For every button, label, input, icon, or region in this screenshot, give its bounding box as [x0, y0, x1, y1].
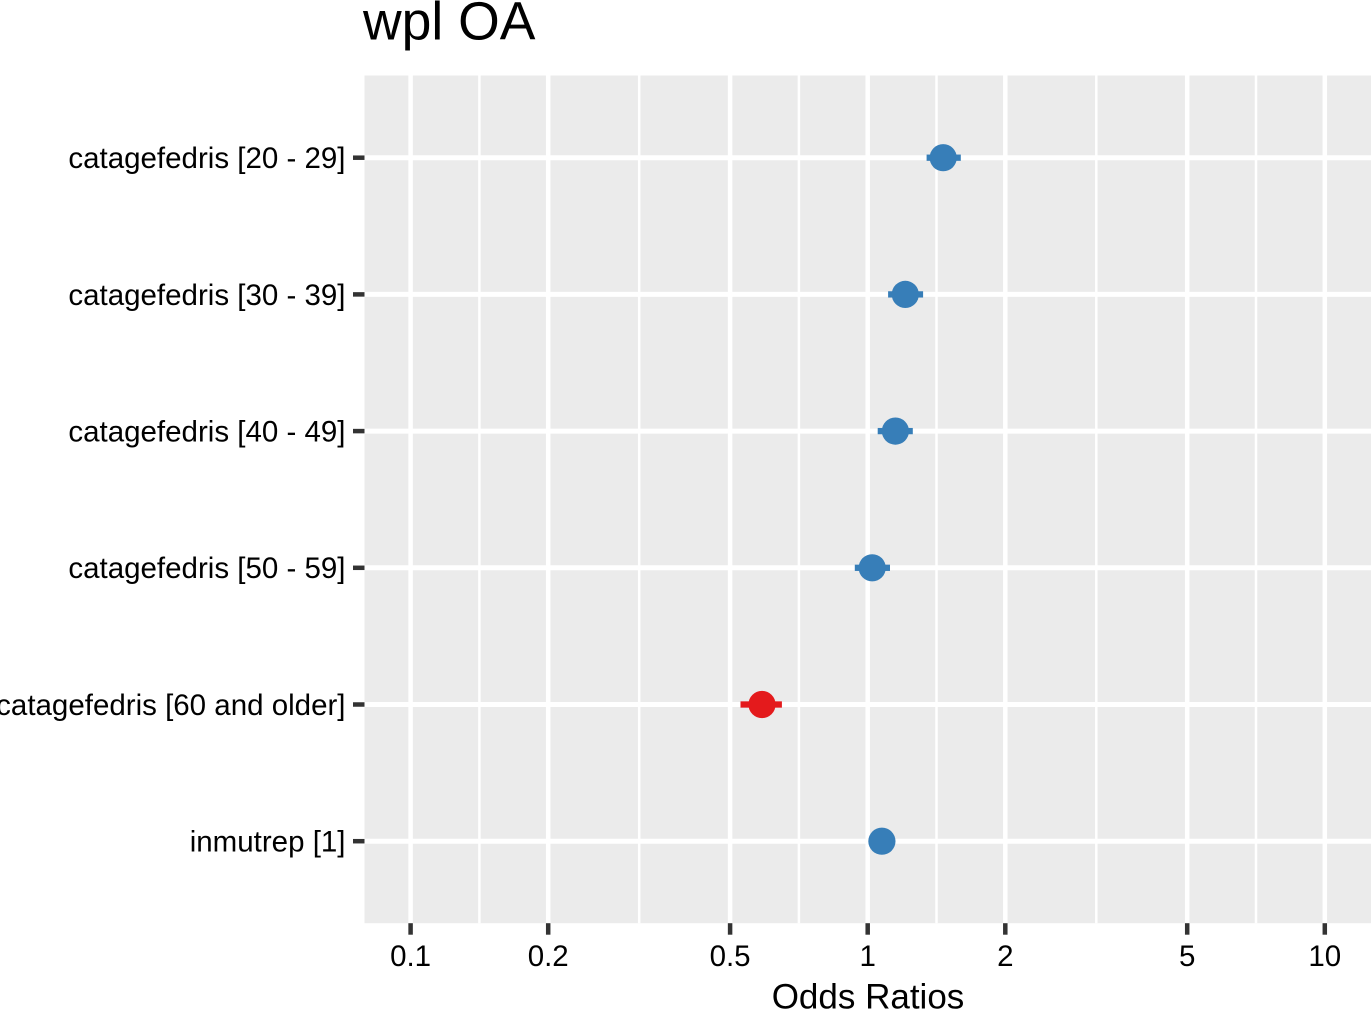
svg-text:Odds Ratios: Odds Ratios	[772, 977, 965, 1009]
svg-text:5: 5	[1179, 940, 1195, 973]
svg-text:10: 10	[1308, 940, 1341, 973]
svg-text:0.1: 0.1	[390, 940, 431, 973]
svg-text:catagefedris [40 - 49]: catagefedris [40 - 49]	[68, 415, 345, 448]
svg-text:catagefedris [30 - 39]: catagefedris [30 - 39]	[68, 279, 345, 312]
svg-text:inmutrep [1]: inmutrep [1]	[190, 826, 346, 859]
svg-text:catagefedris [50 - 59]: catagefedris [50 - 59]	[68, 552, 345, 585]
svg-text:catagefedris [60 and older]: catagefedris [60 and older]	[0, 689, 346, 722]
svg-text:0.2: 0.2	[528, 940, 569, 973]
svg-text:1: 1	[859, 940, 875, 973]
svg-text:catagefedris [20 - 29]: catagefedris [20 - 29]	[68, 142, 345, 175]
svg-text:wpl OA: wpl OA	[362, 0, 536, 51]
svg-text:2: 2	[997, 940, 1013, 973]
svg-text:0.5: 0.5	[710, 940, 751, 973]
